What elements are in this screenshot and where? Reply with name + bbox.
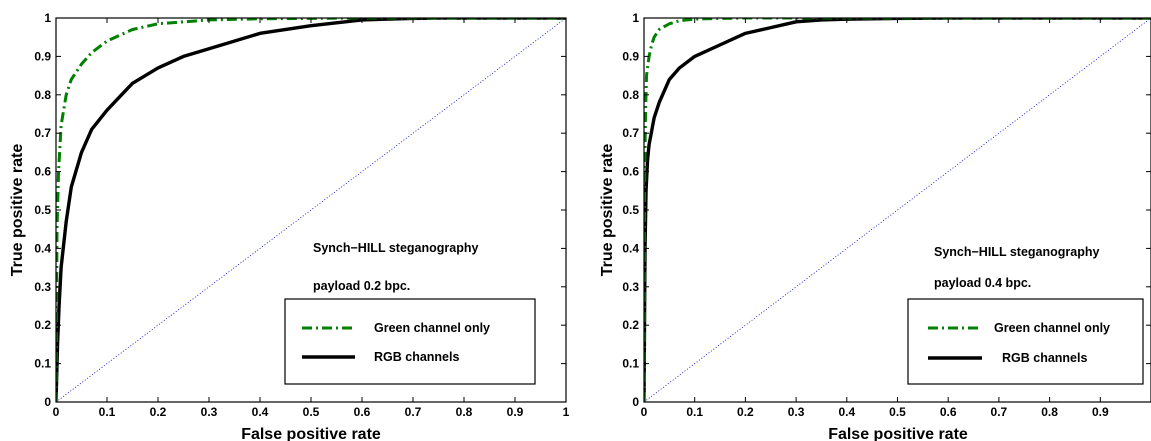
y-axis-label: True positive rate (599, 144, 616, 277)
y-tick-label: 1 (44, 11, 51, 25)
y-tick-label: 1 (632, 11, 639, 25)
y-tick-label: 0.6 (622, 165, 639, 179)
annotation-text: payload 0.2 bpc. (313, 279, 410, 293)
y-tick-label: 0.8 (622, 88, 639, 102)
x-axis-label: False positive rate (828, 426, 968, 441)
x-tick-label: 0.3 (788, 405, 805, 419)
chart-panel-2: 0 0.1 0.2 0.3 0.4 0.5 0.6 0.7 0.8 0.9 0 0.1 0.2 0.3 0.… (599, 11, 1151, 441)
chart-panel-1: 0 0.1 0.2 0.3 0.4 0.5 0.6 0.7 0.8 0.9 1 0 0.1 0.2 0.3 0… (9, 11, 570, 441)
legend-label: RGB channels (374, 350, 459, 364)
legend: Green channel only RGB channels (907, 298, 1144, 385)
x-tick-label: 0.2 (150, 405, 167, 419)
y-tick-label: 0.1 (622, 357, 639, 371)
x-tick-label: 0.2 (737, 405, 754, 419)
y-tick-label: 0.1 (34, 357, 51, 371)
x-tick-label: 0.6 (940, 405, 957, 419)
series-chance-diagonal (644, 18, 1151, 402)
y-tick-label: 0 (44, 395, 51, 409)
x-tick-label: 0.4 (252, 405, 269, 419)
x-tick-label: 0 (53, 405, 60, 419)
x-tick-label: 0.3 (201, 405, 218, 419)
y-tick-label: 0.7 (622, 126, 639, 140)
y-axis-label: True positive rate (9, 144, 26, 277)
x-tick-label: 0.6 (354, 405, 371, 419)
series-green-channel-only (56, 18, 566, 402)
annotation-text: payload 0.4 bpc. (934, 276, 1031, 290)
x-tick-label: 0.4 (838, 405, 855, 419)
y-tick-label: 0.5 (34, 203, 51, 217)
x-tick-label: 1 (563, 405, 570, 419)
x-tick-label: 0.1 (686, 405, 703, 419)
annotation-text: Synch−HILL steganography (313, 241, 478, 255)
y-tick-label: 0.4 (622, 241, 639, 255)
x-tick-label: 0.7 (991, 405, 1008, 419)
y-tick-label: 0.2 (34, 318, 51, 332)
x-axis-label: False positive rate (241, 426, 381, 441)
x-tick-label: 0.5 (303, 405, 320, 419)
y-tick-label: 0.4 (34, 241, 51, 255)
y-tick-label: 0.6 (34, 165, 51, 179)
y-tick-label: 0.7 (34, 126, 51, 140)
y-tick-label: 0.8 (34, 88, 51, 102)
x-tick-label: 0.5 (889, 405, 906, 419)
legend-box (907, 298, 1144, 385)
legend-label: Green channel only (374, 321, 490, 335)
x-tick-label: 0.7 (405, 405, 422, 419)
y-tick-label: 0.3 (34, 280, 51, 294)
legend: Green channel only RGB channels (284, 298, 536, 385)
annotation-text: Synch−HILL steganography (934, 245, 1099, 259)
y-tick-label: 0.9 (622, 49, 639, 63)
legend-label: Green channel only (994, 321, 1110, 335)
x-tick-label: 0.9 (507, 405, 524, 419)
legend-label: RGB channels (1002, 351, 1087, 365)
y-tick-label: 0 (632, 395, 639, 409)
x-tick-label: 0.1 (99, 405, 116, 419)
x-tick-label: 0.8 (1041, 405, 1058, 419)
y-tick-label: 0.9 (34, 49, 51, 63)
x-tick-label: 0 (641, 405, 648, 419)
y-tick-label: 0.5 (622, 203, 639, 217)
y-tick-label: 0.3 (622, 280, 639, 294)
x-tick-label: 0.8 (456, 405, 473, 419)
legend-box (284, 298, 536, 385)
y-tick-label: 0.2 (622, 318, 639, 332)
x-tick-label: 0.9 (1092, 405, 1109, 419)
